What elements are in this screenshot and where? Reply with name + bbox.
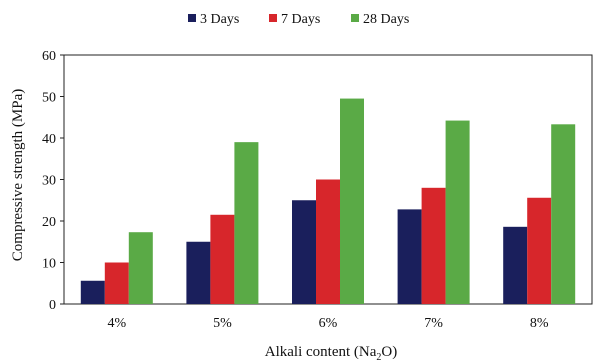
x-tick-label: 8% <box>530 316 549 331</box>
bar-7-days <box>104 262 129 304</box>
x-axis-title: Alkali content (Na2O) <box>265 344 397 361</box>
y-tick-label: 50 <box>42 91 56 106</box>
legend-swatch <box>188 14 196 22</box>
legend-label: 3 Days <box>200 12 239 27</box>
bar-3-days <box>186 241 211 304</box>
bar-28-days <box>445 120 470 304</box>
y-tick-label: 60 <box>42 49 56 64</box>
x-tick-label: 7% <box>424 316 443 331</box>
bars <box>80 98 576 305</box>
bar-3-days <box>503 226 528 304</box>
x-axis: 4% 5% 6% 7% 8% <box>107 316 548 331</box>
legend-swatch <box>351 14 359 22</box>
y-tick-label: 40 <box>42 132 56 147</box>
bar-7-days <box>210 214 235 304</box>
x-tick-label: 5% <box>213 316 232 331</box>
bar-3-days <box>397 209 422 304</box>
legend-label: 28 Days <box>363 12 409 27</box>
x-axis-title-subscript: 2 <box>376 352 381 361</box>
y-axis: 0 10 20 30 40 50 60 <box>42 49 64 313</box>
bar-7-days <box>421 187 446 304</box>
legend-label: 7 Days <box>281 12 320 27</box>
x-tick-label: 6% <box>319 316 338 331</box>
bar-28-days <box>551 124 576 305</box>
bar-28-days <box>128 232 153 304</box>
y-tick-label: 30 <box>42 174 56 189</box>
legend-swatch <box>269 14 277 22</box>
y-tick-label: 0 <box>49 298 56 313</box>
x-tick-label: 4% <box>107 316 126 331</box>
bar-7-days <box>527 197 552 304</box>
bar-3-days <box>292 200 316 304</box>
bar-7-days <box>316 179 340 304</box>
y-tick-label: 10 <box>42 257 56 272</box>
bar-28-days <box>234 142 259 304</box>
bar-3-days <box>80 280 105 304</box>
y-axis-title: Compressive strength (MPa) <box>10 89 26 261</box>
y-tick-label: 20 <box>42 215 56 230</box>
legend: 3 Days 7 Days 28 Days <box>188 12 409 27</box>
bar-28-days <box>340 98 364 304</box>
